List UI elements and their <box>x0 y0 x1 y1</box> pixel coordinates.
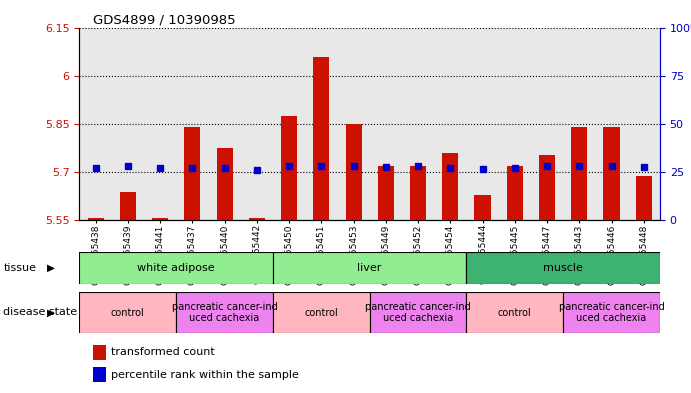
Bar <box>603 127 620 220</box>
Bar <box>507 165 523 220</box>
Bar <box>346 124 361 220</box>
Bar <box>184 127 200 220</box>
Bar <box>152 217 168 220</box>
Bar <box>475 195 491 220</box>
Bar <box>216 148 233 220</box>
Bar <box>120 192 136 220</box>
Bar <box>539 155 555 220</box>
Text: ▶: ▶ <box>47 307 55 318</box>
Bar <box>571 127 587 220</box>
Bar <box>636 176 652 220</box>
Bar <box>249 217 265 220</box>
Text: GDS4899 / 10390985: GDS4899 / 10390985 <box>93 14 236 27</box>
Text: pancreatic cancer-ind
uced cachexia: pancreatic cancer-ind uced cachexia <box>365 302 471 323</box>
Text: pancreatic cancer-ind
uced cachexia: pancreatic cancer-ind uced cachexia <box>558 302 665 323</box>
Bar <box>378 165 394 220</box>
Bar <box>410 165 426 220</box>
Bar <box>79 252 273 284</box>
Bar <box>563 292 660 333</box>
Bar <box>281 116 297 220</box>
Bar <box>176 292 273 333</box>
Text: disease state: disease state <box>3 307 77 318</box>
Bar <box>79 292 176 333</box>
Bar <box>273 252 466 284</box>
Text: control: control <box>305 308 338 318</box>
Text: ▶: ▶ <box>47 263 55 273</box>
Text: transformed count: transformed count <box>111 347 214 357</box>
Text: pancreatic cancer-ind
uced cachexia: pancreatic cancer-ind uced cachexia <box>171 302 278 323</box>
Bar <box>370 292 466 333</box>
Text: control: control <box>498 308 531 318</box>
Text: muscle: muscle <box>543 263 583 273</box>
Text: white adipose: white adipose <box>138 263 215 273</box>
Bar <box>88 218 104 220</box>
Text: percentile rank within the sample: percentile rank within the sample <box>111 369 299 380</box>
Bar <box>313 57 330 220</box>
Bar <box>466 292 563 333</box>
Bar <box>442 153 458 220</box>
Text: tissue: tissue <box>3 263 37 273</box>
Text: liver: liver <box>357 263 382 273</box>
Bar <box>273 292 370 333</box>
Text: control: control <box>111 308 144 318</box>
Bar <box>466 252 660 284</box>
